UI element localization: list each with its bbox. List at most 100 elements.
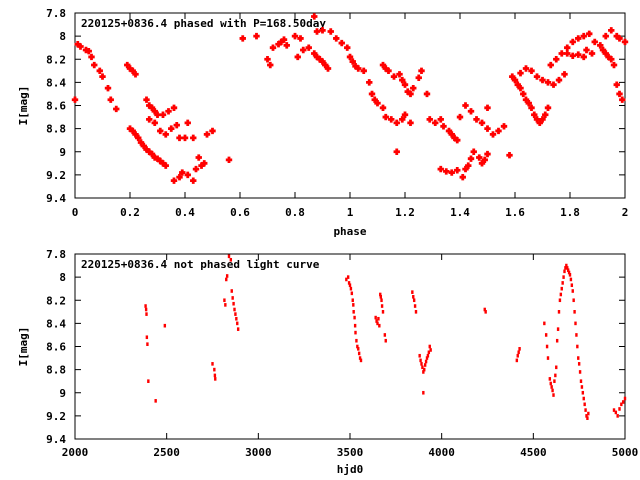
data-point bbox=[390, 73, 398, 80]
y-tick-label: 8 bbox=[59, 271, 66, 284]
data-point bbox=[470, 148, 477, 155]
data-point bbox=[88, 53, 95, 61]
data-point bbox=[555, 338, 559, 343]
data-point bbox=[525, 99, 532, 107]
data-point bbox=[623, 396, 627, 401]
data-point bbox=[588, 50, 596, 57]
data-point bbox=[580, 32, 587, 40]
data-point bbox=[564, 50, 571, 57]
x-axis-title: hjd0 bbox=[337, 463, 364, 476]
y-tick-label: 8.4 bbox=[46, 317, 66, 330]
y-tick-label: 8.6 bbox=[46, 341, 66, 354]
data-point bbox=[366, 79, 373, 86]
data-point bbox=[353, 323, 357, 328]
data-point bbox=[77, 43, 84, 50]
data-point bbox=[345, 277, 348, 282]
data-point bbox=[96, 67, 103, 75]
data-point bbox=[358, 356, 362, 360]
data-point bbox=[422, 390, 425, 395]
data-point bbox=[551, 388, 554, 393]
data-point bbox=[560, 286, 563, 291]
data-point bbox=[586, 416, 589, 420]
data-point bbox=[311, 13, 318, 20]
data-point bbox=[489, 131, 497, 138]
data-point bbox=[147, 379, 150, 383]
data-point bbox=[214, 377, 217, 381]
data-point bbox=[230, 289, 233, 293]
data-point bbox=[467, 108, 475, 115]
x-tick-label: 0 bbox=[72, 206, 79, 219]
data-point bbox=[428, 344, 431, 349]
data-point bbox=[467, 155, 475, 162]
data-point bbox=[422, 370, 425, 374]
data-point bbox=[225, 274, 229, 278]
data-points bbox=[71, 13, 629, 184]
data-point bbox=[371, 96, 378, 103]
data-point bbox=[173, 121, 180, 129]
data-point bbox=[536, 119, 543, 127]
data-point bbox=[412, 298, 416, 303]
data-point bbox=[591, 38, 598, 46]
data-point bbox=[236, 327, 240, 331]
data-point bbox=[157, 127, 164, 135]
data-point bbox=[613, 81, 620, 88]
data-point bbox=[71, 96, 79, 103]
data-point bbox=[236, 321, 239, 326]
data-point bbox=[145, 335, 149, 340]
data-point bbox=[448, 131, 455, 138]
data-point bbox=[380, 298, 383, 303]
data-point bbox=[533, 116, 541, 123]
data-point bbox=[516, 353, 519, 358]
data-point bbox=[620, 402, 623, 407]
data-point bbox=[547, 61, 554, 69]
data-point bbox=[550, 81, 557, 88]
data-point bbox=[579, 379, 583, 383]
data-point bbox=[181, 134, 189, 142]
data-point bbox=[517, 84, 524, 92]
data-point bbox=[264, 56, 271, 63]
data-point bbox=[126, 65, 134, 72]
data-point bbox=[201, 160, 208, 167]
data-point bbox=[360, 67, 367, 75]
data-point bbox=[586, 30, 593, 38]
data-point bbox=[599, 46, 607, 54]
data-point bbox=[146, 342, 149, 346]
data-point bbox=[425, 356, 429, 360]
y-tick-label: 8.8 bbox=[46, 123, 66, 136]
data-point bbox=[239, 35, 246, 42]
data-point bbox=[232, 301, 235, 306]
data-point bbox=[608, 27, 615, 34]
data-point bbox=[587, 411, 590, 416]
data-point bbox=[558, 298, 562, 303]
data-point bbox=[621, 400, 625, 404]
data-point bbox=[170, 177, 178, 184]
data-point bbox=[224, 303, 227, 307]
data-point bbox=[313, 28, 321, 35]
data-point bbox=[413, 304, 417, 308]
data-point bbox=[353, 315, 356, 320]
data-point bbox=[608, 56, 615, 63]
data-point bbox=[324, 65, 332, 72]
x-tick-label: 4000 bbox=[428, 446, 455, 459]
data-point bbox=[581, 390, 585, 395]
data-point bbox=[459, 173, 466, 181]
data-point bbox=[374, 315, 377, 320]
data-point bbox=[511, 76, 519, 84]
data-point bbox=[556, 327, 560, 331]
data-point bbox=[569, 52, 576, 59]
data-point bbox=[225, 277, 228, 282]
y-tick-label: 8.8 bbox=[46, 364, 66, 377]
data-point bbox=[554, 373, 557, 378]
data-point bbox=[327, 28, 334, 35]
data-point bbox=[528, 104, 535, 112]
data-point bbox=[565, 263, 568, 268]
data-point bbox=[583, 46, 590, 54]
data-point bbox=[575, 51, 582, 58]
data-point bbox=[192, 165, 200, 173]
data-point bbox=[154, 399, 157, 403]
data-point bbox=[146, 102, 153, 109]
data-point bbox=[559, 292, 563, 297]
data-point bbox=[346, 53, 354, 61]
data-point bbox=[393, 148, 400, 155]
